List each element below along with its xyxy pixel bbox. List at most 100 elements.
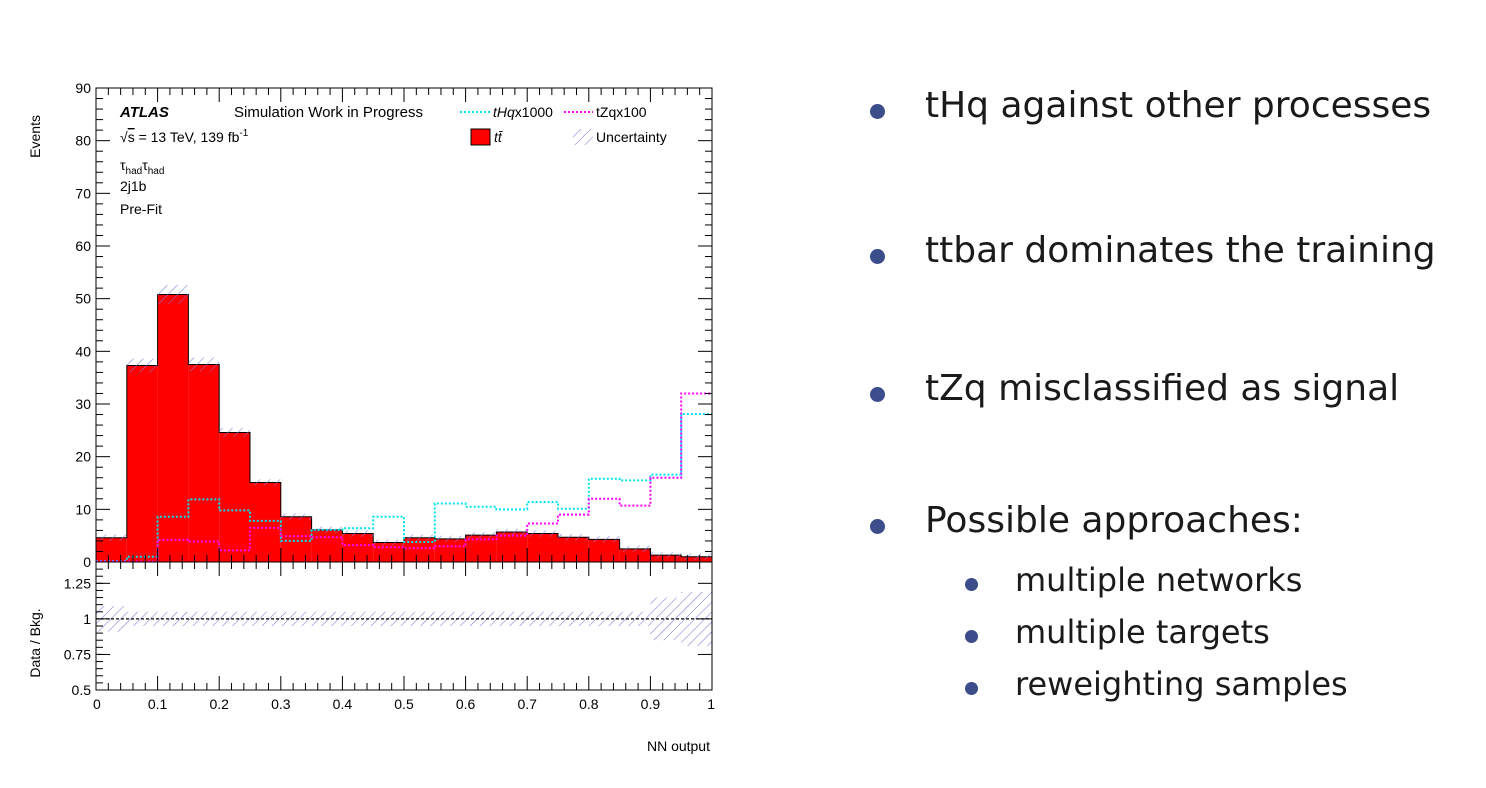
tzq-line [96,392,712,563]
svg-text:√s = 13 TeV, 139 fb-1: √s = 13 TeV, 139 fb-1 [120,128,249,145]
uncertainty-band-bin [126,358,158,373]
histogram-panel: 0 10 20 30 40 50 60 70 80 90 0.5 0.75 1 1.25 0 0.1 0.2 0… [16,60,738,760]
y-tick-label: 50 [75,291,91,307]
sub-bullet-text: reweighting samples [1015,665,1348,703]
uncertainty-band-bin [342,530,374,537]
legend-ttbar-label: tt̄ [494,129,503,145]
ttbar-bar [650,555,682,562]
svg-text:τhadτhad: τhadτhad [120,157,164,177]
x-tick-label: 0.4 [333,696,353,712]
uncertainty-band-bin [96,534,127,541]
bullet-dot-icon [870,519,885,534]
legend-uncertainty-swatch [573,129,593,145]
x-tick-label: 0.7 [517,696,537,712]
ttbar-bar [373,542,404,562]
legend-ttbar-swatch [470,128,491,146]
ratio-band-bin [404,611,435,626]
ttbar-bar [250,482,281,562]
sub-bullet-text: multiple targets [1015,613,1270,651]
sub-bullet-text: multiple networks [1015,561,1303,599]
channel-tau-1: τ [120,157,126,173]
y-tick-label: 90 [75,80,91,96]
uncertainty-band-bin [527,530,558,537]
x-tick-label: 0.6 [456,696,476,712]
uncertainty-band-bin [188,357,220,372]
y-tick-label: 30 [75,396,91,412]
x-tick-label: 0.5 [394,696,414,712]
ttbar-bar [619,548,651,562]
ttbar-bar [188,364,220,562]
uncertainty-band-bin [280,513,312,520]
ratio-band-bin [588,611,620,626]
x-tick-label: 0.1 [148,696,168,712]
sub-bullet-dot-icon [965,578,978,591]
uncertainty-band-bin [157,285,189,304]
x-tick-label: 0.3 [271,696,291,712]
uncertainty-band-bin [373,539,404,546]
x-axis-title: NN output [647,738,710,754]
ttbar-bar [496,531,528,562]
fit-label: Pre-Fit [120,201,162,217]
ttbar-bar [588,539,620,562]
x-tick-label: 1 [707,696,715,712]
energy-text: = 13 TeV, 139 fb [135,129,240,145]
legend-tzq-label: tZqx100 [596,104,647,120]
channel-sub-1: had [126,166,143,177]
ratio-y-tick-label: 1.25 [64,575,91,591]
ratio-y-tick-label: 1 [83,611,91,627]
nn-output-histogram: 0 10 20 30 40 50 60 70 80 90 0.5 0.75 1 1.25 0 0.1 0.2 0… [16,60,738,760]
uncertainty-band-bin [588,536,620,543]
uncertainty-band-bin [681,553,712,560]
uncertainty-band-bin [650,551,682,559]
y-tick-label: 80 [75,133,91,149]
uncertainty-band-bin [558,534,589,541]
uncertainty-band-bin [219,427,250,437]
region-label: 2j1b [120,178,147,194]
y-tick-label: 60 [75,238,91,254]
ratio-band-bin [434,611,466,626]
bullet-text: ttbar dominates the training [925,230,1436,271]
sub-bullet-dot-icon [965,630,978,643]
ttbar-bar [126,365,158,562]
ttbar-bar [434,538,466,562]
y-tick-label: 0 [83,554,91,570]
uncertainty-band-bin [465,531,497,539]
thq-line [96,413,712,562]
uncertainty-band-bin [434,535,466,542]
ttbar-bar [280,516,312,562]
y-tick-label: 40 [75,343,91,359]
bullet-text: tHq against other processes [925,85,1432,126]
ratio-band-bin [250,611,281,626]
legend: tHqx1000 tZqx100 tt̄ Uncertainty [460,104,667,146]
sub-bullet-dot-icon [965,682,978,695]
legend-uncertainty-label: Uncertainty [596,129,667,145]
ratio-y-tick-label: 0.75 [64,646,91,662]
sqrt-sign: √ [120,129,128,145]
bullet-text: Possible approaches: [925,500,1303,541]
y-tick-label: 20 [75,449,91,465]
energy-lumi-label: √s = 13 TeV, 139 fb-1 [120,128,249,145]
y-axis-title: Events [27,115,43,158]
uncertainty-band-bin [250,479,281,486]
bullet-dot-icon [870,387,885,402]
x-tick-label: 0.8 [579,696,599,712]
bullet-dot-icon [870,249,885,264]
ratio-y-tick-label: 0.5 [72,682,92,698]
bullet-text: tZq misclassified as signal [925,368,1400,409]
status-label: Simulation Work in Progress [234,104,423,121]
x-tick-label: 0 [93,696,101,712]
ttbar-bar [219,432,250,562]
uncertainty-band-bin [496,528,528,536]
bullet-dot-icon [870,104,885,119]
ratio-band-bin [219,611,250,626]
ratio-y-axis-title: Data / Bkg. [27,608,43,677]
energy-sqrt: s [128,129,135,145]
channel-sub-2: had [148,166,165,177]
y-tick-label: 10 [75,501,91,517]
uncertainty-band-bin [619,545,651,552]
x-tick-label: 0.2 [209,696,229,712]
x-tick-label: 0.9 [641,696,661,712]
ttbar-bar [558,537,589,562]
channel-tau-2: τ [142,157,148,173]
lumi-exponent: -1 [239,128,248,139]
